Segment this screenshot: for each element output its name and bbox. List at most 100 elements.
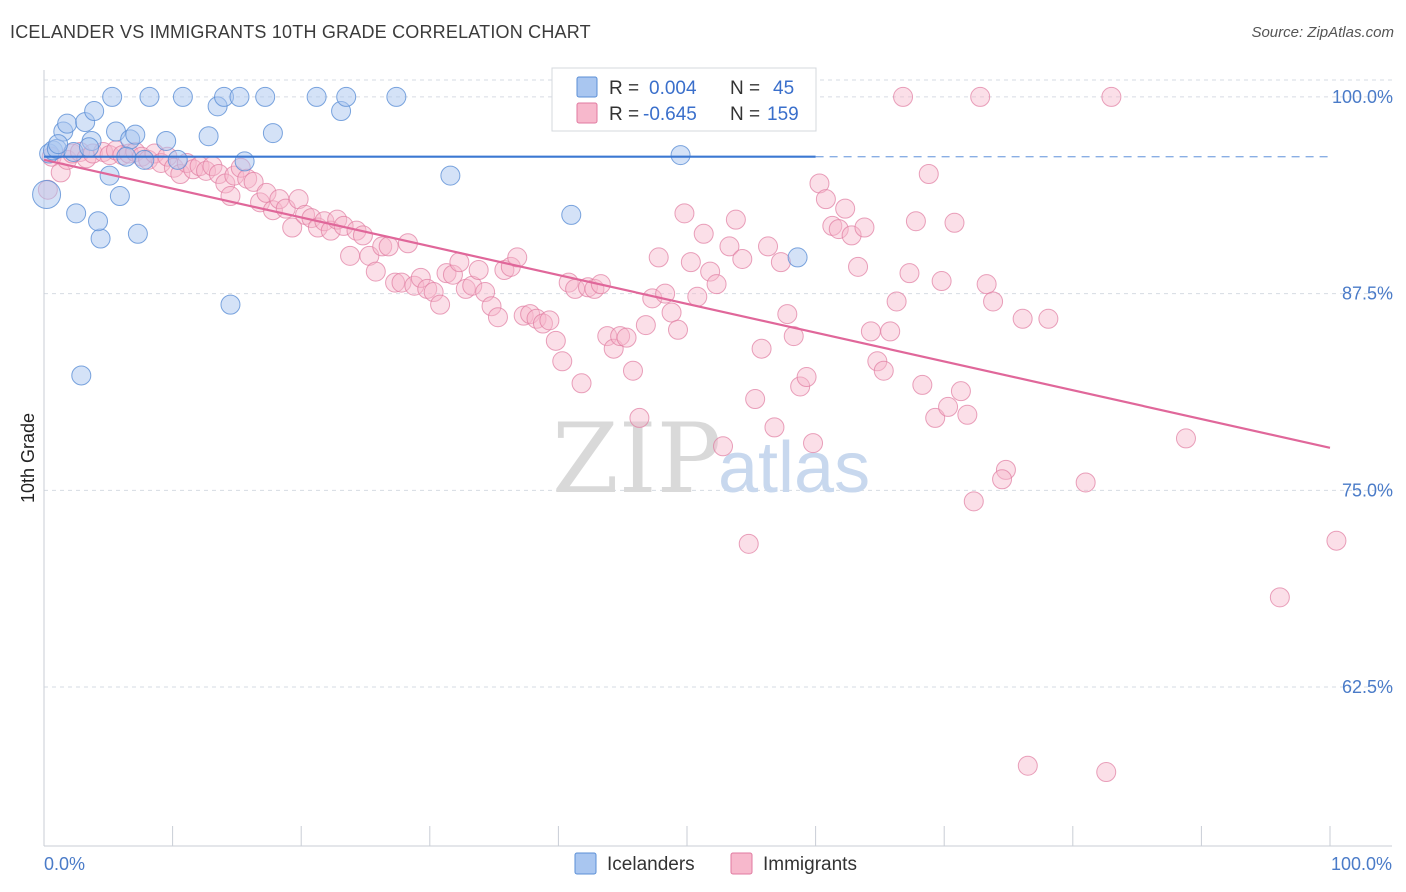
- immigrants-point: [925, 407, 946, 428]
- immigrants-point: [803, 433, 824, 454]
- immigrants-trendline: [43, 158, 1331, 449]
- immigrants-point: [385, 272, 406, 293]
- immigrants-point: [378, 236, 399, 257]
- immigrants-point: [603, 338, 624, 359]
- icelanders-point: [57, 113, 78, 134]
- immigrants-point: [970, 86, 991, 107]
- immigrants-point: [436, 263, 457, 284]
- icelanders-point: [156, 130, 177, 151]
- immigrants-point: [404, 275, 425, 296]
- immigrants-point: [449, 252, 470, 273]
- immigrants-point: [635, 315, 656, 336]
- icelanders-point: [440, 165, 461, 186]
- immigrants-point: [732, 248, 753, 269]
- immigrants-point: [719, 236, 740, 257]
- immigrants-point: [1101, 86, 1122, 107]
- immigrants-point: [693, 223, 714, 244]
- immigrants-point: [1017, 755, 1038, 776]
- icelanders-point: [262, 123, 283, 144]
- immigrants-point: [224, 165, 245, 186]
- immigrants-point: [764, 417, 785, 438]
- bottom-legend-swatch-immigrants: [730, 852, 753, 875]
- x-tick-label-max: 100.0%: [1331, 854, 1392, 874]
- immigrants-point: [391, 272, 412, 293]
- immigrants-point: [854, 217, 875, 238]
- immigrants-point: [758, 236, 779, 257]
- icelanders-point: [234, 151, 255, 172]
- immigrants-point: [905, 211, 926, 232]
- y-tick-label: 62.5%: [1342, 677, 1393, 697]
- immigrants-point: [648, 247, 669, 268]
- immigrants-point: [243, 171, 264, 192]
- icelanders-point: [32, 179, 62, 209]
- icelanders-point: [139, 86, 160, 107]
- y-axis-tick-labels: 62.5% 75.0% 87.5% 100.0%: [1332, 87, 1393, 697]
- immigrants-point: [938, 396, 959, 417]
- immigrants-point: [365, 261, 386, 282]
- immigrants-point: [841, 225, 862, 246]
- immigrants-point: [423, 282, 444, 303]
- immigrants-point: [783, 326, 804, 347]
- immigrants-point: [815, 189, 836, 210]
- icelanders-point: [386, 86, 407, 107]
- bottom-legend-label-icelanders: Icelanders: [607, 854, 695, 875]
- immigrants-point: [880, 321, 901, 342]
- legend-n-value-icelanders: 45: [773, 78, 794, 99]
- immigrants-point: [442, 264, 463, 285]
- legend-r-label-icelanders: R =: [609, 78, 639, 99]
- immigrants-point: [957, 404, 978, 425]
- immigrants-point: [282, 217, 303, 238]
- immigrants-point: [513, 305, 534, 326]
- icelanders-point: [134, 149, 155, 170]
- legend-swatch-immigrants: [576, 102, 598, 124]
- immigrants-point: [256, 182, 277, 203]
- immigrants-point: [1269, 587, 1290, 608]
- immigrants-point: [713, 436, 734, 457]
- immigrants-point: [629, 407, 650, 428]
- immigrants-point: [751, 338, 772, 359]
- icelanders-point: [79, 137, 100, 158]
- icelanders-point: [198, 126, 219, 147]
- series-icelanders-points: [32, 86, 808, 386]
- icelanders-point: [102, 86, 123, 107]
- icelanders-point: [787, 247, 808, 268]
- icelanders-point: [561, 204, 582, 225]
- immigrants-point: [796, 367, 817, 388]
- x-tick-label-min: 0.0%: [44, 854, 85, 874]
- immigrants-point: [860, 321, 881, 342]
- immigrants-point: [944, 212, 965, 233]
- immigrants-point: [288, 189, 309, 210]
- immigrants-point: [487, 307, 508, 328]
- source-credit: Source: ZipAtlas.com: [1251, 24, 1394, 41]
- immigrants-point: [738, 533, 759, 554]
- watermark-atlas: atlas: [718, 428, 870, 508]
- immigrants-point: [610, 326, 631, 347]
- immigrants-point: [372, 236, 393, 257]
- icelanders-point: [88, 211, 109, 232]
- immigrants-point: [893, 86, 914, 107]
- immigrants-point: [976, 274, 997, 295]
- immigrants-point: [667, 319, 688, 340]
- immigrants-point: [1075, 472, 1096, 493]
- legend-r-value-immigrants: -0.645: [643, 104, 697, 125]
- immigrants-point: [1175, 428, 1196, 449]
- immigrants-point: [539, 310, 560, 331]
- bottom-legend: Icelanders Immigrants: [574, 852, 857, 875]
- immigrants-point: [481, 296, 502, 317]
- legend-r-value-icelanders: 0.004: [649, 78, 697, 99]
- icelanders-point: [670, 145, 691, 166]
- icelanders-point: [255, 86, 276, 107]
- icelanders-point: [71, 365, 92, 386]
- legend-swatch-icelanders: [576, 76, 598, 98]
- icelanders-point: [172, 86, 193, 107]
- icelanders-point: [90, 228, 111, 249]
- immigrants-point: [462, 275, 483, 296]
- legend-n-label-immigrants: N =: [730, 104, 760, 125]
- immigrants-point: [571, 373, 592, 394]
- immigrants-point: [899, 263, 920, 284]
- bottom-legend-swatch-icelanders: [574, 852, 597, 875]
- bottom-legend-label-immigrants: Immigrants: [763, 854, 857, 875]
- immigrants-point: [992, 469, 1013, 490]
- legend-n-label-icelanders: N =: [730, 78, 760, 99]
